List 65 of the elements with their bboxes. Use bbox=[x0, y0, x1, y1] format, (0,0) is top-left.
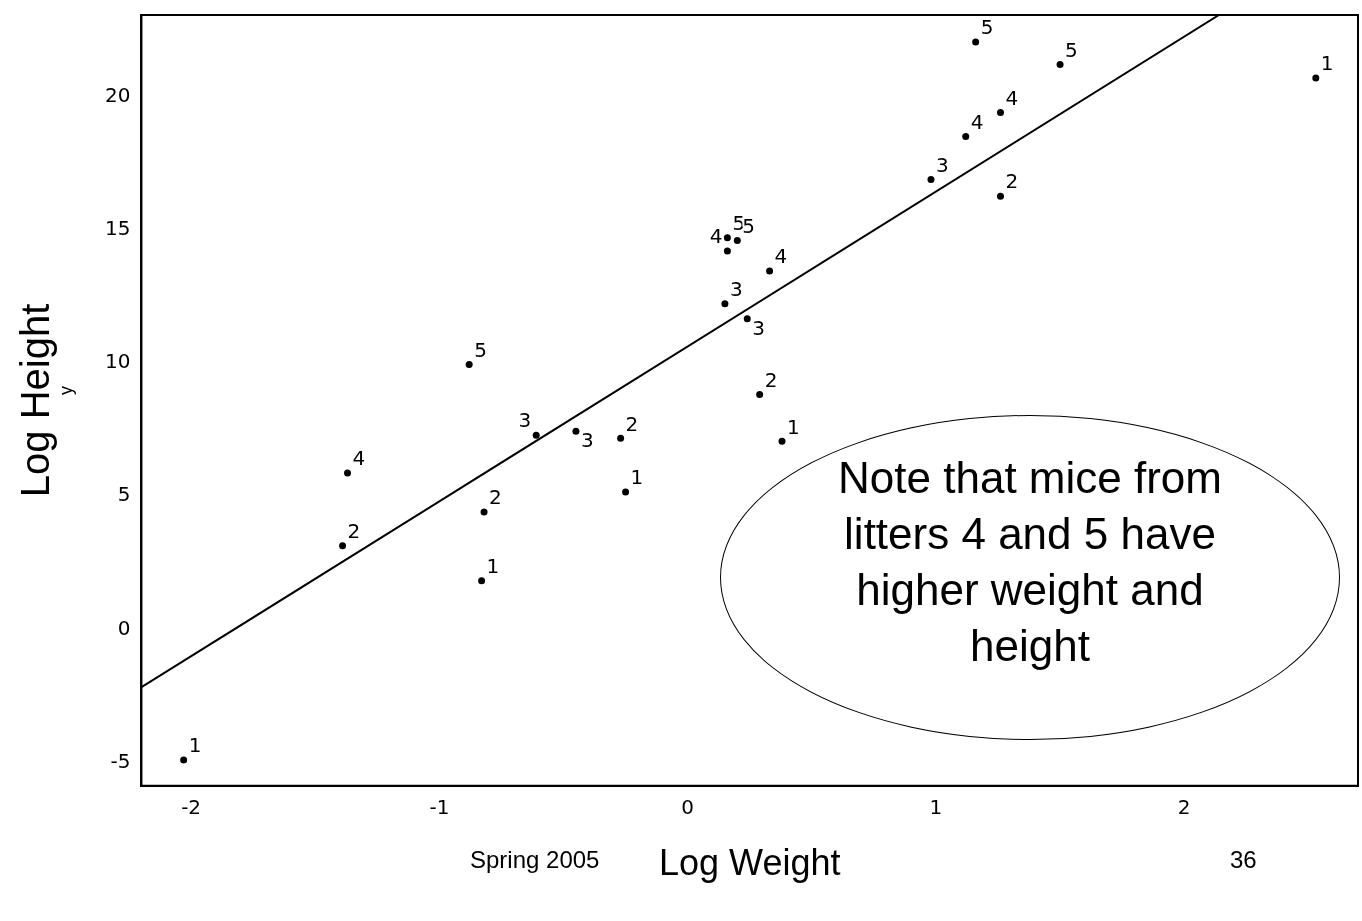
text: 1 bbox=[1320, 51, 1334, 76]
point bbox=[743, 315, 751, 323]
text: 36 bbox=[1230, 846, 1257, 874]
point bbox=[996, 109, 1004, 117]
text: 3 bbox=[752, 315, 765, 340]
point bbox=[1056, 61, 1064, 69]
series-label: 5 bbox=[474, 337, 487, 362]
series-label: 3 bbox=[518, 408, 532, 433]
x-tick-label: 1 bbox=[929, 795, 943, 819]
text: 2 bbox=[1005, 169, 1019, 194]
point bbox=[180, 756, 188, 764]
text: 4 bbox=[970, 109, 984, 134]
y-tick-label: 15 bbox=[105, 215, 131, 240]
point bbox=[532, 431, 540, 439]
point bbox=[478, 577, 486, 585]
x-tick-label: -1 bbox=[429, 795, 450, 819]
series-label: 1 bbox=[486, 553, 500, 578]
text: 5 bbox=[980, 15, 994, 40]
text: 2 bbox=[489, 485, 502, 510]
text: 3 bbox=[935, 152, 949, 177]
point bbox=[962, 133, 970, 140]
x-tick-label: -2 bbox=[181, 795, 202, 819]
text: y bbox=[56, 386, 77, 395]
x-axis-title: Log Weight bbox=[658, 842, 841, 884]
text: 4 bbox=[352, 446, 366, 471]
y-axis-title: Log Height bbox=[13, 303, 58, 498]
text: 2 bbox=[347, 518, 361, 543]
y-tick-label: 20 bbox=[105, 82, 131, 107]
point bbox=[480, 508, 488, 516]
text: 2 bbox=[764, 367, 778, 392]
y-tick-label: 10 bbox=[105, 349, 131, 374]
x-tick-label: 0 bbox=[681, 795, 695, 819]
point bbox=[617, 434, 625, 442]
y-tick-label: 0 bbox=[117, 615, 131, 640]
y-tick-label: 5 bbox=[117, 482, 131, 507]
point bbox=[723, 247, 731, 255]
text: 1 bbox=[630, 465, 644, 490]
point bbox=[733, 236, 741, 244]
point bbox=[996, 192, 1004, 200]
point bbox=[339, 542, 347, 550]
y-tick-label: -5 bbox=[110, 748, 131, 773]
point bbox=[927, 175, 935, 183]
point bbox=[465, 361, 473, 369]
point bbox=[1312, 74, 1320, 82]
text: 3 bbox=[729, 277, 743, 302]
text: Spring 2005 bbox=[470, 846, 600, 874]
x-tick-label: 2 bbox=[1177, 795, 1191, 819]
text: 3 bbox=[580, 428, 594, 453]
point bbox=[721, 300, 729, 308]
annotation: Note that mice from litters 4 and 5 have higher weight and height bbox=[837, 452, 1223, 672]
point bbox=[572, 427, 580, 435]
text: 4 bbox=[1005, 85, 1019, 110]
text: 4 bbox=[774, 244, 788, 269]
point bbox=[723, 234, 731, 242]
point bbox=[756, 390, 764, 398]
series-label: 2 bbox=[625, 411, 639, 436]
text: 1 bbox=[787, 414, 800, 439]
series-label: 4 bbox=[709, 224, 723, 249]
point bbox=[344, 469, 352, 477]
point bbox=[778, 437, 786, 445]
text: 1 bbox=[188, 733, 202, 758]
text: 5 bbox=[1065, 37, 1078, 62]
point bbox=[972, 38, 980, 46]
point bbox=[622, 488, 630, 496]
point bbox=[766, 267, 774, 275]
